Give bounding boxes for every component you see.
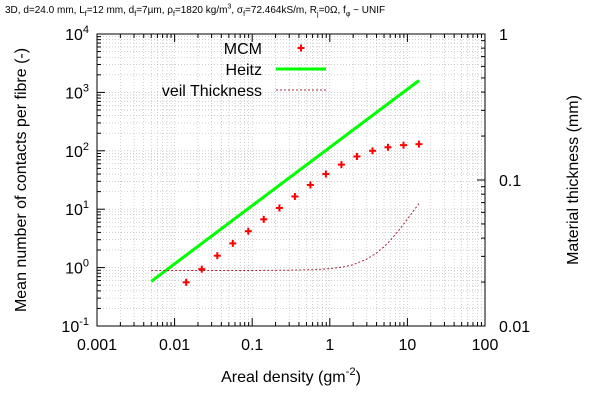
y-axis-label: Mean number of contacts per fibre (-) [13, 48, 30, 312]
series-layer [150, 79, 423, 286]
legend-label: MCM [224, 41, 262, 58]
y-tick-label: 101 [65, 199, 89, 219]
chart-title: 3D, d=24.0 mm, Lf=12 mm, df=7µm, ρf=1820… [5, 4, 385, 19]
mcm-point [213, 252, 221, 260]
mcm-point [244, 227, 252, 235]
labels: 0.001 0.01 0.1 1 10 100 10-1 100 101 102 103 104 0.0… [5, 4, 582, 387]
y2-axis-label: Material thickness (mm) [565, 95, 582, 265]
mcm-point [400, 141, 408, 149]
y-tick-label: 102 [65, 141, 89, 161]
x-tick-label: 0.001 [77, 337, 117, 354]
y-tick-label: 103 [65, 82, 89, 102]
mcm-point [322, 170, 330, 178]
mcm-point [198, 265, 206, 273]
mcm-point [229, 239, 237, 247]
x-tick-label: 10 [399, 337, 417, 354]
veil-thickness-line [151, 203, 420, 271]
mcm-point [368, 147, 376, 155]
y-tick-label: 104 [65, 24, 89, 44]
y2-tick-label: 0.01 [499, 319, 530, 336]
grid [96, 34, 485, 327]
x-tick-label: 0.1 [241, 337, 263, 354]
heitz-line [150, 79, 420, 283]
mcm-point [306, 181, 314, 189]
x-axis-label: Areal density (gm-2) [221, 366, 361, 386]
mcm-point [353, 152, 361, 160]
y-tick-label: 100 [65, 258, 89, 278]
mcm-point [415, 140, 423, 148]
y2-tick-label: 0.1 [499, 173, 521, 190]
mcm-point [337, 161, 345, 169]
mcm-point [275, 204, 283, 212]
y2-tick-label: 1 [499, 27, 508, 44]
plot-frame [96, 33, 486, 327]
legend-label: Heitz [226, 62, 262, 79]
mcm-point [384, 143, 392, 151]
x-tick-label: 0.01 [159, 337, 190, 354]
legend: MCM Heitz veil Thickness [162, 41, 326, 100]
ticks [96, 34, 485, 327]
y-tick-label: 10-1 [61, 316, 89, 336]
mcm-point [260, 215, 268, 223]
x-tick-label: 1 [325, 337, 334, 354]
mcm-point [291, 192, 299, 200]
legend-marker-mcm [297, 44, 305, 52]
mcm-point [182, 278, 190, 286]
legend-label: veil Thickness [162, 83, 262, 100]
x-tick-label: 100 [472, 337, 499, 354]
